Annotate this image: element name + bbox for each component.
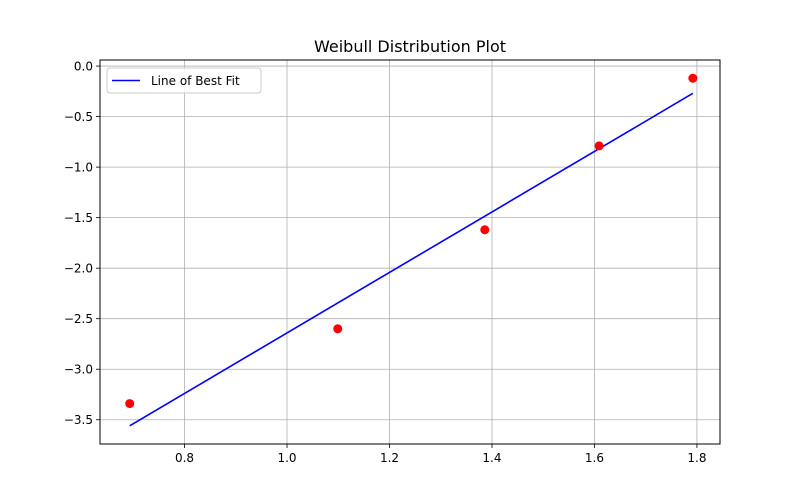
scatter-points xyxy=(125,73,698,409)
y-tick-label: −1.5 xyxy=(64,211,93,225)
data-point xyxy=(333,324,343,334)
data-point xyxy=(688,73,698,83)
y-tick-label: −1.0 xyxy=(64,161,93,175)
x-tick-label: 0.8 xyxy=(175,451,194,465)
y-tick-label: −3.0 xyxy=(64,363,93,377)
y-tick-label: −0.5 xyxy=(64,110,93,124)
data-point xyxy=(125,399,135,409)
y-tick-label: −3.5 xyxy=(64,413,93,427)
legend-box xyxy=(106,67,262,94)
y-tick-label: −2.5 xyxy=(64,312,93,326)
x-axis: 0.8 1.0 1.2 1.4 1.6 1.8 xyxy=(175,444,706,465)
chart-title: Weibull Distribution Plot xyxy=(314,37,506,56)
legend-label-fit: Line of Best Fit xyxy=(151,74,240,88)
grid-lines xyxy=(100,60,720,444)
x-tick-label: 1.8 xyxy=(687,451,706,465)
x-tick-label: 1.0 xyxy=(277,451,296,465)
y-axis: 0.0 −0.5 −1.0 −1.5 −2.0 −2.5 −3.0 −3.5 xyxy=(64,60,100,427)
plot-frame xyxy=(99,59,721,445)
y-tick-label: −2.0 xyxy=(64,262,93,276)
x-tick-label: 1.4 xyxy=(482,451,501,465)
data-point xyxy=(480,225,490,235)
x-tick-label: 1.6 xyxy=(585,451,604,465)
data-point xyxy=(594,141,604,151)
y-tick-label: 0.0 xyxy=(74,60,93,74)
x-tick-label: 1.2 xyxy=(380,451,399,465)
legend: Line of Best Fit xyxy=(106,67,262,94)
